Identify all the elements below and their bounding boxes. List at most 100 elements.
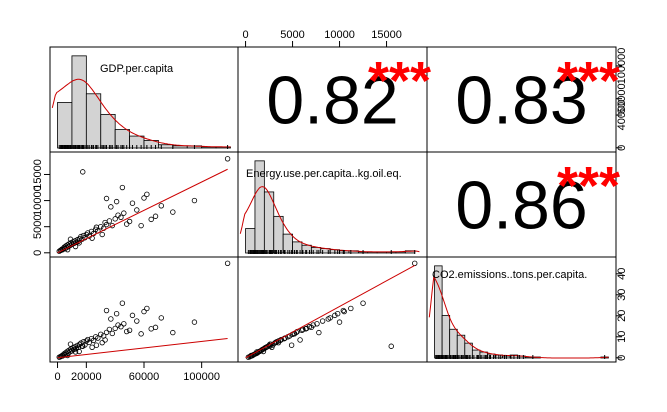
scatter-point [191,319,198,325]
y-tick-label: 30 [616,289,628,301]
scatter-point [341,308,347,315]
scatter-point [109,222,115,229]
scatter-point [121,210,127,216]
scatter-point [112,325,118,332]
scatter-point [308,324,315,331]
scatter-point [95,335,101,341]
scatter-point [119,184,126,191]
scatter-point [113,198,120,205]
scatter-point [141,308,147,315]
scatter-point [89,344,95,350]
y-tick-label: 15000 [32,159,44,190]
scatter-point [170,329,176,336]
x-tick-label: 20000 [71,371,102,383]
fit-line-gdp_co2 [57,337,228,359]
y-tick-label: 20 [616,310,628,322]
scatter-point [129,312,136,319]
y-axis-co2-right: 0 10 20 30 40 [615,268,628,361]
scatter-point [103,195,110,202]
scatter-point [126,218,133,225]
x-tick-label: 0 [54,371,60,383]
fit-line-gdp_energy [57,168,228,254]
scatter-point [121,321,127,327]
scatter-point [115,322,121,328]
y-tick-label: 60000 [616,83,628,114]
scatter-point [340,307,347,314]
y-tick-label: 10 [616,331,628,343]
scatter-point [254,349,260,355]
scatter-point [93,342,100,348]
scatter-point [141,195,147,201]
scatter-point [138,222,144,229]
scatter-point [300,326,306,333]
scatter-point [118,324,124,330]
scatter-point [129,200,136,206]
variable-label-co2: CO2.emissions..tons.per.capita. [432,269,587,281]
scatter-point [93,224,100,230]
scatter-point [83,231,90,238]
scatter-point [144,305,150,312]
scatter-point [80,169,86,175]
scatter-point [336,319,343,325]
scatter-point [102,337,108,343]
scatter-point [67,236,74,242]
scatter-point [148,216,154,223]
scatter-point [360,300,366,306]
scatter-point [319,318,326,324]
scatter-point [103,307,110,314]
scatter-point [126,327,133,333]
y-tick-label: 40000 [616,100,628,131]
scatter-point [119,300,126,306]
y-tick-label: 0 [616,355,628,361]
x-axis-energy: 0 5000 10000 15000 [242,29,402,48]
scatter-point [170,209,176,215]
scatter-point [325,316,331,322]
scatter-point [102,219,108,226]
scatter-point [388,343,394,349]
scatter-gdp-energy [56,156,231,254]
histogram-bar [100,113,116,149]
scatter-point [158,203,164,209]
scatter-point [99,339,105,346]
y-tick-label: 10000 [32,185,44,216]
scatter-point [103,329,110,336]
scatter-point [348,305,354,312]
histogram-bar [57,102,73,149]
scatter-point [64,352,71,359]
correlation-value: 0.86 [455,168,587,244]
scatter-point [332,312,338,319]
scatter-point [72,349,79,355]
x-tick-label: 60000 [129,371,160,383]
histogram-bar [245,228,256,254]
density-curve-energy [239,186,420,253]
significance-stars: *** [557,156,620,216]
scatter-point [108,316,114,322]
scatter-point [314,321,320,327]
density-curve-gdp [51,78,231,148]
scatter-point [134,207,140,213]
x-tick-label: 10000 [324,29,355,41]
scatter-point [80,343,86,349]
scatter-point [288,342,295,348]
scatter-point [191,197,198,204]
histogram-gdp [51,55,231,149]
scatter-point [106,326,113,333]
scatter-point [224,260,231,266]
fit-line-energy_co2 [245,264,415,359]
scatter-point [112,216,118,222]
scatter-point [118,214,124,220]
y-tick-label: 100000 [616,48,628,85]
scatter-point [224,156,231,162]
x-tick-label: 15000 [371,29,402,41]
scatter-point [269,344,275,350]
x-tick-label: 100000 [183,371,220,383]
histogram-bar [71,55,87,149]
density-curve-co2 [428,275,609,359]
scatter-point [138,331,144,337]
scatter-point [297,337,303,343]
scatter-point [109,330,115,337]
histogram-energy [239,160,420,254]
